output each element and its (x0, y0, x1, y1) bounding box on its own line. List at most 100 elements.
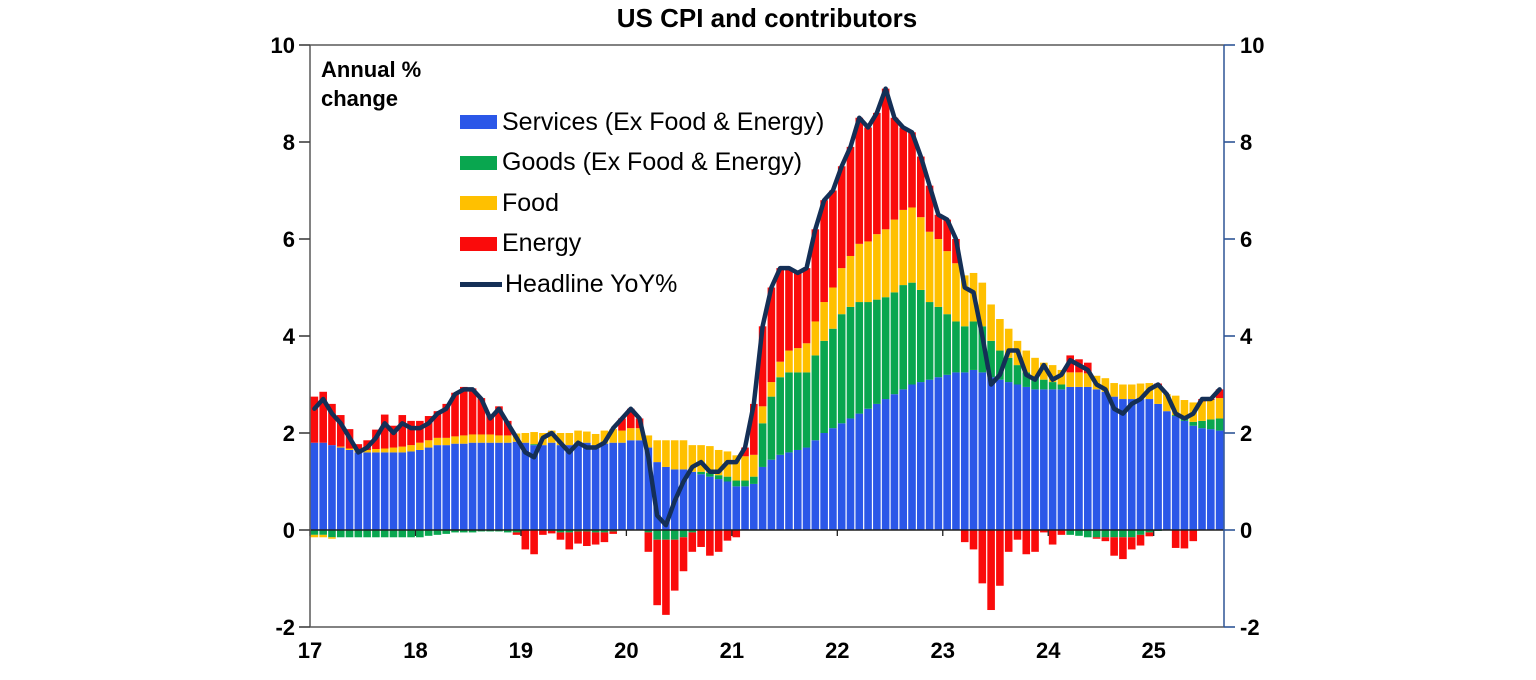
bar-goods (442, 530, 451, 534)
bar-food (1031, 357, 1039, 378)
bar-energy (442, 403, 451, 438)
bar-energy (451, 392, 459, 437)
bar-food (1004, 328, 1013, 358)
bar-food (424, 440, 433, 448)
chart-legend: Services (Ex Food & Energy) Goods (Ex Fo… (460, 102, 824, 305)
bar-services (864, 408, 872, 530)
bar-services (776, 454, 784, 530)
bar-goods (987, 340, 995, 378)
bar-energy (556, 532, 565, 540)
bar-food (996, 319, 1004, 351)
bar-food (653, 440, 661, 463)
bar-goods (960, 326, 969, 373)
bar-goods (1189, 421, 1198, 426)
bar-food (706, 446, 714, 473)
x-axis-year-label: 25 (1141, 638, 1165, 663)
bar-food (864, 241, 872, 303)
bar-goods (1031, 377, 1039, 390)
bar-energy (495, 406, 503, 436)
bar-energy (1171, 530, 1180, 548)
bar-energy (460, 386, 468, 436)
bar-energy (1092, 537, 1101, 539)
bar-goods (925, 302, 934, 380)
bar-goods (811, 355, 820, 441)
bar-goods (319, 530, 327, 535)
bar-goods (996, 350, 1004, 380)
bar-energy (521, 530, 530, 550)
bar-food (1022, 350, 1031, 373)
bar-goods (1013, 365, 1022, 385)
bar-goods (1075, 530, 1083, 536)
bar-food (468, 434, 477, 443)
legend-item-headline: Headline YoY% (460, 264, 824, 305)
bar-energy (539, 530, 547, 535)
bar-energy (380, 414, 389, 449)
bar-food (556, 433, 565, 446)
bar-food (336, 446, 345, 448)
bar-energy (477, 398, 486, 435)
bar-food (565, 433, 574, 446)
bar-services (943, 374, 951, 530)
bar-food (741, 456, 749, 481)
bar-goods (336, 530, 345, 538)
bar-goods (732, 480, 741, 487)
bar-food (433, 437, 442, 446)
bar-energy (1101, 537, 1110, 542)
bar-services (723, 481, 732, 530)
bar-services (917, 382, 925, 530)
bar-services (714, 479, 723, 530)
bar-services (802, 447, 811, 530)
bar-energy (547, 530, 556, 534)
legend-swatch-energy (460, 236, 497, 251)
bar-services (389, 452, 398, 530)
bar-food (1171, 395, 1180, 416)
bar-services (1022, 386, 1031, 530)
bar-services (960, 372, 969, 531)
bar-goods (512, 530, 521, 533)
bar-energy (1048, 530, 1057, 545)
bar-services (1136, 399, 1145, 530)
bar-energy (583, 531, 591, 546)
x-axis-year-label: 18 (403, 638, 427, 663)
bar-food (943, 251, 951, 315)
legend-swatch-headline-line (460, 282, 502, 287)
bar-energy (1057, 530, 1066, 535)
bar-food (1207, 400, 1215, 420)
bar-goods (398, 530, 407, 538)
bar-energy (670, 539, 679, 591)
y-axis-tick-label-left: 8 (283, 130, 295, 155)
bar-services (1110, 396, 1118, 531)
bar-energy (662, 539, 670, 615)
bar-food (1083, 373, 1092, 387)
bar-energy (697, 530, 705, 547)
bar-services (969, 369, 978, 530)
bar-services (758, 466, 767, 530)
bar-food (547, 430, 556, 443)
bar-goods (389, 530, 398, 538)
bar-food (758, 406, 767, 424)
bar-services (336, 447, 345, 530)
bar-food (873, 234, 881, 300)
bar-food (1163, 394, 1171, 412)
bar-goods (460, 530, 468, 533)
bar-food (688, 445, 697, 472)
bar-services (460, 443, 468, 530)
bar-energy (855, 117, 864, 244)
bar-goods (451, 530, 459, 533)
bar-goods (1119, 530, 1127, 538)
bar-energy (837, 166, 846, 269)
bar-energy (917, 156, 925, 218)
bar-energy (574, 531, 582, 544)
bar-goods (785, 372, 793, 453)
bar-goods (354, 530, 363, 538)
bar-goods (310, 530, 319, 535)
y-axis-tick-label-left: 10 (271, 33, 295, 58)
bar-services (996, 379, 1004, 530)
bar-energy (433, 411, 442, 438)
bar-energy (679, 537, 688, 572)
bar-services (310, 442, 319, 530)
bar-energy (416, 420, 424, 443)
y-axis-tick-label-left: 4 (283, 324, 296, 349)
bar-services (1171, 416, 1180, 530)
bar-services (732, 486, 741, 530)
